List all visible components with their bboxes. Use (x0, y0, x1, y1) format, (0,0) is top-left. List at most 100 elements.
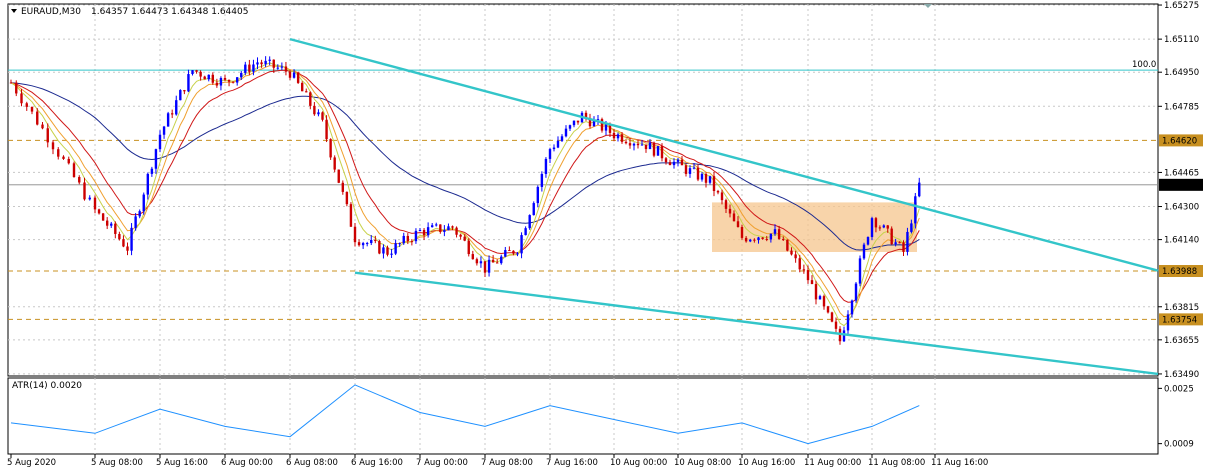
candle-body (716, 191, 720, 193)
candle-body (491, 259, 495, 263)
candle-body (652, 142, 656, 156)
dropdown-arrow-icon[interactable] (11, 9, 17, 13)
candle-body (422, 229, 426, 236)
candle-body (162, 126, 166, 135)
candle-body (556, 140, 560, 148)
candle-body (72, 163, 76, 178)
candle-body (455, 227, 458, 235)
candle-body (46, 128, 49, 143)
candle-body (284, 66, 288, 72)
level-price-tag (1159, 265, 1203, 278)
candle-body (612, 132, 616, 139)
candle-body (101, 213, 105, 221)
time-tick-label: 5 Aug 2020 (7, 458, 56, 468)
candle-body (357, 242, 361, 246)
candle-body (918, 182, 921, 197)
candle-body (500, 256, 503, 264)
candle-body (736, 221, 740, 227)
candle-body (906, 231, 909, 252)
candle-body (451, 226, 454, 228)
candle-body (67, 158, 70, 164)
candle-body (41, 124, 44, 129)
current-price-tag (1159, 178, 1203, 191)
time-tick-label: 7 Aug 00:00 (416, 458, 468, 468)
candle-body (341, 182, 345, 192)
price-tick-label: 1.64950 (1164, 68, 1199, 78)
candle-body (536, 186, 540, 204)
candle-body (78, 177, 81, 183)
channel-lower-trendline[interactable] (354, 271, 1159, 376)
candle-body (118, 233, 121, 240)
candle-body (30, 106, 34, 112)
candle-body (325, 119, 328, 140)
candle-body (183, 90, 186, 92)
candle-body (88, 197, 91, 200)
time-tick-label: 10 Aug 08:00 (674, 458, 731, 468)
candle-body (150, 168, 154, 174)
candle-body (846, 314, 850, 331)
ma-fast-line (10, 62, 920, 327)
candle-body (504, 250, 507, 257)
candle-body (616, 134, 620, 139)
candle-body (532, 203, 535, 216)
candle-body (309, 92, 312, 106)
candle-body (744, 237, 748, 242)
candle-body (894, 242, 897, 245)
candle-body (463, 236, 466, 241)
candle-body (604, 124, 608, 131)
candle-body (426, 227, 430, 236)
candle-body (524, 228, 527, 236)
candle-body (215, 82, 219, 86)
candle-body (439, 224, 442, 232)
candle-body (435, 224, 438, 226)
price-tick-label: 1.65275 (1164, 1, 1199, 11)
candle-body (313, 105, 316, 115)
candle-body (668, 162, 672, 166)
candle-body (211, 74, 215, 83)
time-tick-label: 11 Aug 00:00 (804, 458, 861, 468)
candle-body (773, 229, 777, 234)
candle-body (390, 253, 393, 255)
candle-body (20, 93, 23, 104)
candle-body (806, 270, 810, 281)
candle-body (410, 241, 414, 243)
candle-body (822, 296, 826, 307)
candle-body (479, 261, 483, 264)
candle-body (51, 142, 55, 150)
candle-body (418, 229, 422, 231)
candle-body (592, 120, 596, 127)
candle-body (874, 218, 878, 228)
candle-body (850, 300, 854, 315)
time-tick-label: 5 Aug 08:00 (91, 458, 143, 468)
candle-body (560, 136, 564, 141)
candle-body (540, 173, 544, 187)
candle-body (199, 71, 202, 77)
candle-body (406, 235, 410, 242)
candle-body (664, 158, 668, 163)
candle-body (142, 194, 145, 212)
candle-body (648, 142, 652, 150)
candle-body (704, 173, 708, 183)
candle-body (365, 243, 369, 245)
candle-body (195, 70, 198, 72)
candle-body (700, 173, 704, 180)
candle-body (866, 237, 870, 245)
time-tick-label: 6 Aug 16:00 (351, 458, 403, 468)
channel-upper-trendline[interactable] (289, 37, 1159, 272)
symbol-timeframe-label: EURAUD,M30 (21, 7, 81, 17)
candle-body (345, 191, 349, 205)
candle-body (9, 82, 13, 84)
candle-body (122, 239, 125, 247)
level-price-label: 1.63988 (1162, 267, 1197, 277)
candle-body (25, 103, 28, 107)
time-tick-label: 10 Aug 16:00 (738, 458, 795, 468)
candle-body (676, 159, 680, 162)
chart-shift-icon[interactable] (924, 4, 932, 8)
candle-body (858, 258, 862, 284)
current-price-label: 1.64405 (1162, 181, 1197, 191)
ohlc-readout: 1.64357 1.64473 1.64348 1.64405 (91, 7, 248, 17)
candle-body (732, 213, 736, 222)
candle-body (471, 254, 475, 260)
candle-body (753, 239, 756, 241)
